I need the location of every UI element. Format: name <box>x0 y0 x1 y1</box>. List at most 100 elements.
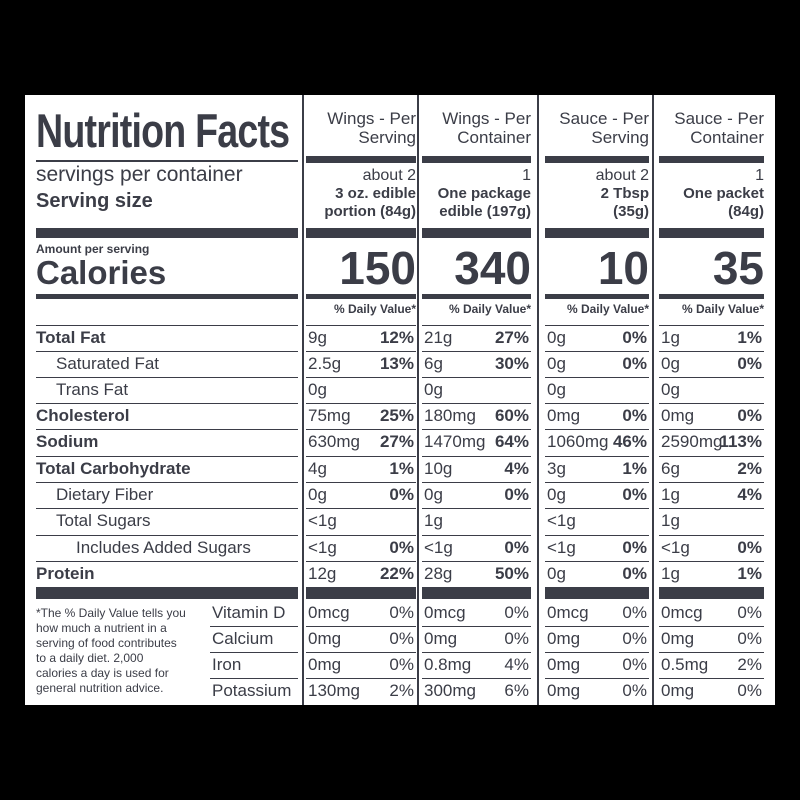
row-divider <box>306 403 416 404</box>
vitamin-daily-value: 0% <box>389 655 414 674</box>
column-top-rule <box>422 156 531 163</box>
row-divider <box>422 678 531 679</box>
vitamin-amount: 0mg <box>661 681 695 700</box>
thick-rule-top <box>545 228 649 238</box>
row-divider <box>659 678 764 679</box>
nutrient-amount: 1g <box>661 511 680 530</box>
row-divider <box>422 456 531 457</box>
vitamin-amount: 0mg <box>547 629 581 648</box>
row-divider <box>306 561 416 562</box>
vitamin-daily-value: 0% <box>389 629 414 648</box>
row-divider <box>306 351 416 352</box>
nutrient-amount: 6g <box>661 459 680 478</box>
nutrient-amount: <1g <box>661 538 690 557</box>
calories-label: Calories <box>36 254 167 291</box>
vitamin-label: Calcium <box>212 629 274 648</box>
column-top-rule <box>306 156 416 163</box>
vitamin-daily-value: 0% <box>737 629 762 648</box>
vitamin-daily-value: 0% <box>737 681 762 700</box>
column-separator <box>537 95 539 705</box>
row-divider <box>36 403 298 404</box>
serving-size-value: edible (197g) <box>439 203 531 220</box>
thick-rule-bottom <box>545 587 649 599</box>
column-header: Container <box>457 128 531 147</box>
servings-value: about 2 <box>595 167 649 184</box>
row-divider <box>545 377 649 378</box>
nutrient-label: Total Carbohydrate <box>36 459 191 478</box>
nutrient-amount: 1g <box>661 485 680 504</box>
servings-value: 1 <box>755 167 764 184</box>
vitamin-daily-value: 0% <box>622 655 647 674</box>
nutrient-amount: 0g <box>424 485 443 504</box>
nutrition-facts-panel: Nutrition Facts servings per container Ser… <box>25 95 775 705</box>
row-divider <box>422 561 531 562</box>
row-divider <box>545 508 649 509</box>
nutrient-amount: 21g <box>424 328 453 347</box>
nutrient-daily-value: 1% <box>622 459 647 478</box>
nutrient-daily-value: 0% <box>622 328 647 347</box>
nutrient-amount: 180mg <box>424 406 476 425</box>
thick-rule-bottom <box>36 587 298 599</box>
row-divider <box>659 561 764 562</box>
nutrient-daily-value: 12% <box>379 328 414 347</box>
nutrient-amount: 6g <box>424 354 443 373</box>
column-header: Serving <box>358 128 416 147</box>
column-top-rule <box>545 156 649 163</box>
serving-size-label: Serving size <box>36 190 153 212</box>
nutrient-amount: 0g <box>547 328 566 347</box>
nutrient-amount: 0g <box>661 354 680 373</box>
daily-value-header: % Daily Value* <box>681 302 764 316</box>
nutrient-amount: 3g <box>547 459 566 478</box>
row-divider <box>422 377 531 378</box>
thick-rule-bottom <box>306 587 416 599</box>
footnote-line: to a daily diet. 2,000 <box>36 651 144 665</box>
servings-value: 1 <box>522 167 531 184</box>
vitamin-daily-value: 0% <box>622 681 647 700</box>
row-divider <box>659 652 764 653</box>
vitamin-amount: 130mg <box>308 681 360 700</box>
vitamin-amount: 0mcg <box>547 603 589 622</box>
serving-size-value: (84g) <box>728 203 764 220</box>
label-title: Nutrition Facts <box>36 104 290 157</box>
row-divider <box>210 626 298 627</box>
nutrient-amount: <1g <box>308 538 337 557</box>
column-separator <box>652 95 654 705</box>
row-divider <box>545 678 649 679</box>
thick-rule-bottom <box>659 587 764 599</box>
medium-rule <box>545 294 649 299</box>
vitamin-daily-value: 0% <box>504 603 529 622</box>
row-divider <box>306 535 416 536</box>
vitamin-amount: 0mg <box>308 655 342 674</box>
nutrient-amount: <1g <box>424 538 453 557</box>
servings-value: about 2 <box>362 167 416 184</box>
nutrient-amount: <1g <box>308 511 337 530</box>
thick-rule-top <box>306 228 416 238</box>
row-divider <box>422 325 531 326</box>
medium-rule-left <box>36 294 298 299</box>
nutrient-label: Total Sugars <box>56 511 151 530</box>
nutrient-daily-value: 60% <box>494 406 529 425</box>
column-top-rule <box>659 156 764 163</box>
vitamin-label: Vitamin D <box>212 603 286 622</box>
row-divider <box>659 377 764 378</box>
footnote-line: general nutrition advice. <box>36 681 164 695</box>
nutrient-amount: 1g <box>661 328 680 347</box>
nutrient-amount: 28g <box>424 564 453 583</box>
calories-value: 10 <box>597 242 649 294</box>
nutrient-amount: 1470mg <box>424 432 486 451</box>
nutrient-amount: 12g <box>308 564 337 583</box>
row-divider <box>422 626 531 627</box>
row-divider <box>659 508 764 509</box>
row-divider <box>210 652 298 653</box>
row-divider <box>659 482 764 483</box>
daily-value-header: % Daily Value* <box>566 302 649 316</box>
row-divider <box>659 626 764 627</box>
row-divider <box>422 535 531 536</box>
thick-rule-top <box>659 228 764 238</box>
nutrient-daily-value: 0% <box>737 406 762 425</box>
nutrient-amount: 75mg <box>308 406 351 425</box>
row-divider <box>36 508 298 509</box>
vitamin-amount: 300mg <box>424 681 476 700</box>
servings-per-container-label: servings per container <box>36 163 243 186</box>
calories-value: 340 <box>454 242 531 294</box>
